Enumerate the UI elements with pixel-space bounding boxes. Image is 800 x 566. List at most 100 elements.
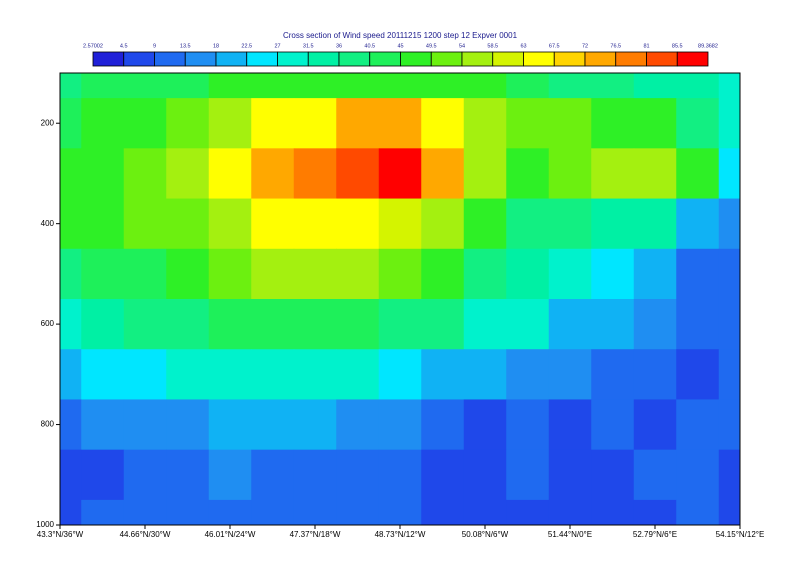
- field-cell: [378, 248, 422, 300]
- colorbar-label: 18: [213, 43, 219, 49]
- colorbar-label: 67.5: [549, 43, 560, 49]
- field-cell: [676, 299, 720, 350]
- colorbar-box: [154, 51, 186, 67]
- field-cell: [633, 73, 677, 99]
- field-cell: [251, 299, 295, 350]
- field-cell: [591, 73, 635, 99]
- field-cell: [633, 449, 677, 501]
- field-cell: [208, 73, 252, 99]
- field-cell: [421, 399, 465, 451]
- field-cell: [463, 98, 507, 149]
- field-cell: [166, 248, 210, 300]
- x-tick-label: 54.15°N/12°E: [716, 530, 765, 539]
- colorbar-box: [523, 51, 555, 67]
- field-cell: [293, 349, 337, 400]
- field-cell: [676, 349, 720, 400]
- colorbar-box: [215, 51, 248, 67]
- field-cell: [81, 73, 125, 99]
- field-cell: [676, 73, 720, 99]
- colorbar-box: [553, 51, 586, 67]
- field-cell: [251, 349, 295, 400]
- field-cell: [60, 248, 82, 300]
- colorbar-box: [615, 51, 647, 67]
- field-cell: [633, 148, 677, 200]
- colorbar-label: 54: [459, 43, 465, 49]
- colorbar-label: 13.5: [180, 43, 191, 49]
- field-cell: [378, 449, 422, 501]
- colorbar-label: 22.5: [241, 43, 252, 49]
- field-cell: [718, 499, 740, 525]
- field-cell: [718, 73, 740, 99]
- field-cell: [548, 98, 592, 149]
- field-cell: [548, 299, 592, 350]
- field-cell: [251, 449, 295, 501]
- field-cell: [60, 73, 82, 99]
- colorbar-box: [123, 51, 155, 67]
- field-cell: [718, 299, 740, 350]
- field-cell: [166, 349, 210, 400]
- field-cell: [81, 299, 125, 350]
- colorbar-box: [676, 51, 709, 67]
- field-cell: [548, 349, 592, 400]
- field-cell: [676, 399, 720, 451]
- field-cell: [293, 148, 337, 200]
- colorbar-label: 45: [397, 43, 403, 49]
- field-cell: [463, 349, 507, 400]
- field-cell: [718, 349, 740, 400]
- field-cell: [336, 399, 380, 451]
- field-cell: [208, 349, 252, 400]
- x-tick-label: 52.79°N/6°E: [633, 530, 677, 539]
- field-cell: [336, 299, 380, 350]
- field-cell: [548, 499, 592, 525]
- field-cell: [81, 349, 125, 400]
- colorbar-label: 9: [153, 43, 156, 49]
- field-cell: [506, 449, 550, 501]
- field-cell: [81, 399, 125, 451]
- field-cell: [378, 148, 422, 200]
- field-cell: [463, 399, 507, 451]
- x-tick-label: 44.66°N/30°W: [120, 530, 171, 539]
- field-cell: [591, 248, 635, 300]
- field-cell: [251, 499, 295, 525]
- field-cell: [336, 98, 380, 149]
- colorbar-label: 49.5: [426, 43, 437, 49]
- field-cell: [123, 449, 167, 501]
- colorbar-box: [400, 51, 432, 67]
- field-cell: [421, 248, 465, 300]
- field-cell: [336, 449, 380, 501]
- colorbar-box: [92, 51, 125, 67]
- y-tick-label: 600: [41, 319, 55, 328]
- field-cell: [718, 148, 740, 200]
- field-cell: [251, 73, 295, 99]
- field-cell: [208, 399, 252, 451]
- colorbar-box: [369, 51, 401, 67]
- field-cell: [506, 299, 550, 350]
- colorbar-label: 58.5: [487, 43, 498, 49]
- field-cell: [81, 449, 125, 501]
- field-cell: [336, 349, 380, 400]
- y-tick-label: 800: [41, 420, 55, 429]
- field-cell: [506, 148, 550, 200]
- x-tick-label: 50.08°N/6°W: [462, 530, 509, 539]
- colorbar-label: 4.5: [120, 43, 128, 49]
- field-cell: [293, 98, 337, 149]
- field-cell: [421, 148, 465, 200]
- colorbar-box: [338, 51, 371, 67]
- field-cell: [251, 98, 295, 149]
- field-cell: [591, 299, 635, 350]
- field-cell: [378, 299, 422, 350]
- field-cell: [293, 248, 337, 300]
- field-cell: [676, 98, 720, 149]
- field-cell: [81, 248, 125, 300]
- field-cell: [123, 73, 167, 99]
- field-cell: [676, 248, 720, 300]
- colorbar-label: 40.5: [364, 43, 375, 49]
- colorbar-label: 36: [336, 43, 342, 49]
- field-cell: [421, 349, 465, 400]
- colorbar-label: 72: [582, 43, 588, 49]
- y-tick-label: 1000: [36, 520, 54, 529]
- field-cell: [506, 73, 550, 99]
- field-cell: [166, 299, 210, 350]
- field-cell: [421, 73, 465, 99]
- field-cell: [591, 499, 635, 525]
